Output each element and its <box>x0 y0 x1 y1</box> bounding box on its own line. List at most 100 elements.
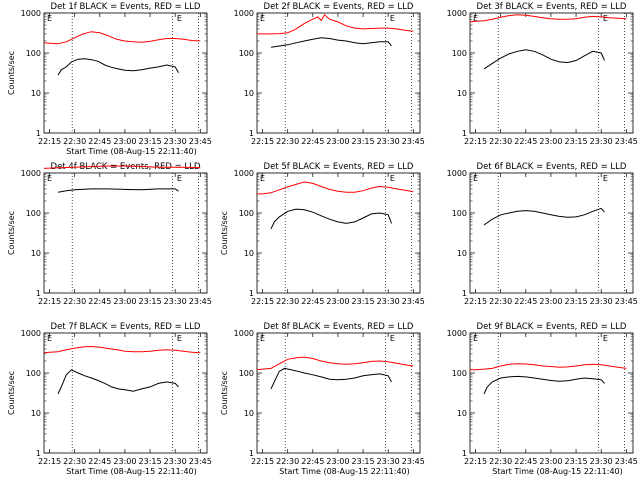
panel-9-ytick-label-2: 10 <box>457 409 467 418</box>
panel-5-series-lld <box>257 181 414 195</box>
panel-5-xtick-label-2: 22:30 <box>276 297 299 306</box>
panel-2-xtick-label-1: 22:15 <box>251 137 274 146</box>
panel-8-xtick-label-2: 22:30 <box>276 457 299 466</box>
panel-8-ytick-label-3: 100 <box>239 369 254 378</box>
panel-9-ytick-label-4: 1000 <box>447 329 467 338</box>
panel-2-ytick-label-4: 1000 <box>234 9 254 18</box>
panel-9-xtick-label-6: 23:30 <box>590 457 613 466</box>
panel-1-xtick-label-2: 22:30 <box>63 137 86 146</box>
panel-1-series-lld <box>43 31 201 45</box>
panel-4-frame <box>43 172 208 294</box>
panel-4-ytick-label-4: 1000 <box>21 169 41 178</box>
panel-4-title: Det 4f BLACK = Events, RED = LLD <box>51 162 201 172</box>
panel-4-xtick-label-1: 22:15 <box>38 297 61 306</box>
panel-3-xtick-label-7: 23:45 <box>615 137 638 146</box>
panel-1-ytick-label-3: 100 <box>26 49 41 58</box>
panel-2-ytick-label-2: 10 <box>244 89 254 98</box>
panel-6-frame <box>469 172 634 294</box>
panel-7-xtick-label-7: 23:45 <box>189 457 212 466</box>
panel-3-ytick-label-4: 1000 <box>447 9 467 18</box>
panel-1-xtick-label-5: 23:15 <box>139 137 162 146</box>
panel-7-xtick-label-5: 23:15 <box>139 457 162 466</box>
panel-7-xlabel: Start Time (08-Aug-15 22:11:40) <box>66 467 197 476</box>
panel-7-xtick-label-6: 23:30 <box>164 457 187 466</box>
panel-2-frame <box>256 12 421 134</box>
panel-8-ylabel: Counts/sec <box>220 371 229 415</box>
panel-7-frame <box>43 332 208 454</box>
panel-8-frame <box>256 332 421 454</box>
panel-7-ytick-label-2: 10 <box>31 409 41 418</box>
panel-6-xtick-label-5: 23:15 <box>565 297 588 306</box>
panel-3-xtick-label-4: 23:00 <box>539 137 562 146</box>
panel-2-xtick-label-5: 23:15 <box>352 137 375 146</box>
panel-7-series-lld <box>43 345 201 354</box>
panel-3-title: Det 3f BLACK = Events, RED = LLD <box>477 2 627 12</box>
panel-9-xtick-label-1: 22:15 <box>464 457 487 466</box>
panel-5-ytick-label-1: 1 <box>249 289 254 298</box>
panel-8-series-lld <box>256 356 414 371</box>
panel-5-series-events <box>270 208 392 230</box>
panel-3-ytick-label-2: 10 <box>457 89 467 98</box>
panel-8-xlabel: Start Time (08-Aug-15 22:11:40) <box>279 467 410 476</box>
panel-6-title: Det 6f BLACK = Events, RED = LLD <box>477 162 627 172</box>
panel-2-xtick-label-3: 22:45 <box>301 137 324 146</box>
panel-5-ytick-label-3: 100 <box>239 209 254 218</box>
panel-7-ytick-label-4: 1000 <box>21 329 41 338</box>
panel-7-xtick-label-2: 22:30 <box>63 457 86 466</box>
panel-3-marker-1: E <box>473 14 478 23</box>
panel-1-ytick-label-2: 10 <box>31 89 41 98</box>
panel-9-xlabel: Start Time (08-Aug-15 22:11:40) <box>492 467 623 476</box>
panel-4-xtick-label-7: 23:45 <box>189 297 212 306</box>
panel-4-series-lld <box>43 165 201 169</box>
panel-1-ytick-label-1: 1 <box>36 129 41 138</box>
panel-4-ytick-label-1: 1 <box>36 289 41 298</box>
panel-9-ytick-label-3: 100 <box>452 369 467 378</box>
panel-8-ytick-label-2: 10 <box>244 409 254 418</box>
panel-1-xtick-label-1: 22:15 <box>38 137 61 146</box>
panel-4-marker-1: E <box>47 174 52 183</box>
panel-6-xtick-label-6: 23:30 <box>590 297 613 306</box>
panel-9-xtick-label-7: 23:45 <box>615 457 638 466</box>
panel-3-marker-2: E <box>603 14 608 23</box>
panel-8-ytick-label-1: 1 <box>249 449 254 458</box>
panel-9-marker-1: E <box>473 334 478 343</box>
panel-6-xtick-label-7: 23:45 <box>615 297 638 306</box>
panel-1-marker-2: E <box>177 14 182 23</box>
panel-5-ytick-label-2: 10 <box>244 249 254 258</box>
panel-8-marker-1: E <box>260 334 265 343</box>
panel-3-xtick-label-5: 23:15 <box>565 137 588 146</box>
panel-3-xtick-label-1: 22:15 <box>464 137 487 146</box>
panel-4-xtick-label-2: 22:30 <box>63 297 86 306</box>
panel-2-marker-1: E <box>260 14 265 23</box>
panel-7-xtick-label-4: 23:00 <box>113 457 136 466</box>
panel-8-marker-2: E <box>390 334 395 343</box>
panel-8-xtick-label-6: 23:30 <box>377 457 400 466</box>
panel-9-ytick-label-1: 1 <box>462 449 467 458</box>
panel-6-xtick-label-3: 22:45 <box>514 297 537 306</box>
panel-6-xtick-label-4: 23:00 <box>539 297 562 306</box>
panel-4-xtick-label-5: 23:15 <box>139 297 162 306</box>
panel-3-xtick-label-3: 22:45 <box>514 137 537 146</box>
panel-3-frame <box>469 12 634 134</box>
panel-7-ylabel: Counts/sec <box>7 371 16 415</box>
panel-6-ytick-label-1: 1 <box>462 289 467 298</box>
panel-1-xtick-label-7: 23:45 <box>189 137 212 146</box>
panel-2-xtick-label-2: 22:30 <box>276 137 299 146</box>
panel-2-ytick-label-3: 100 <box>239 49 254 58</box>
panel-4-xtick-label-3: 22:45 <box>88 297 111 306</box>
panel-5-title: Det 5f BLACK = Events, RED = LLD <box>264 162 414 172</box>
panel-5-marker-2: E <box>390 174 395 183</box>
panel-6-marker-1: E <box>473 174 478 183</box>
panel-9-xtick-label-5: 23:15 <box>565 457 588 466</box>
panel-2-title: Det 2f BLACK = Events, RED = LLD <box>264 2 414 12</box>
panel-5-xtick-label-3: 22:45 <box>301 297 324 306</box>
panel-7-title: Det 7f BLACK = Events, RED = LLD <box>51 322 201 332</box>
panel-1-series-events <box>57 58 179 76</box>
panel-9-xtick-label-3: 22:45 <box>514 457 537 466</box>
panel-1-frame <box>43 12 208 134</box>
panel-4-ytick-label-3: 100 <box>26 209 41 218</box>
panel-5-xtick-label-5: 23:15 <box>352 297 375 306</box>
panel-3-series-lld <box>469 14 627 23</box>
